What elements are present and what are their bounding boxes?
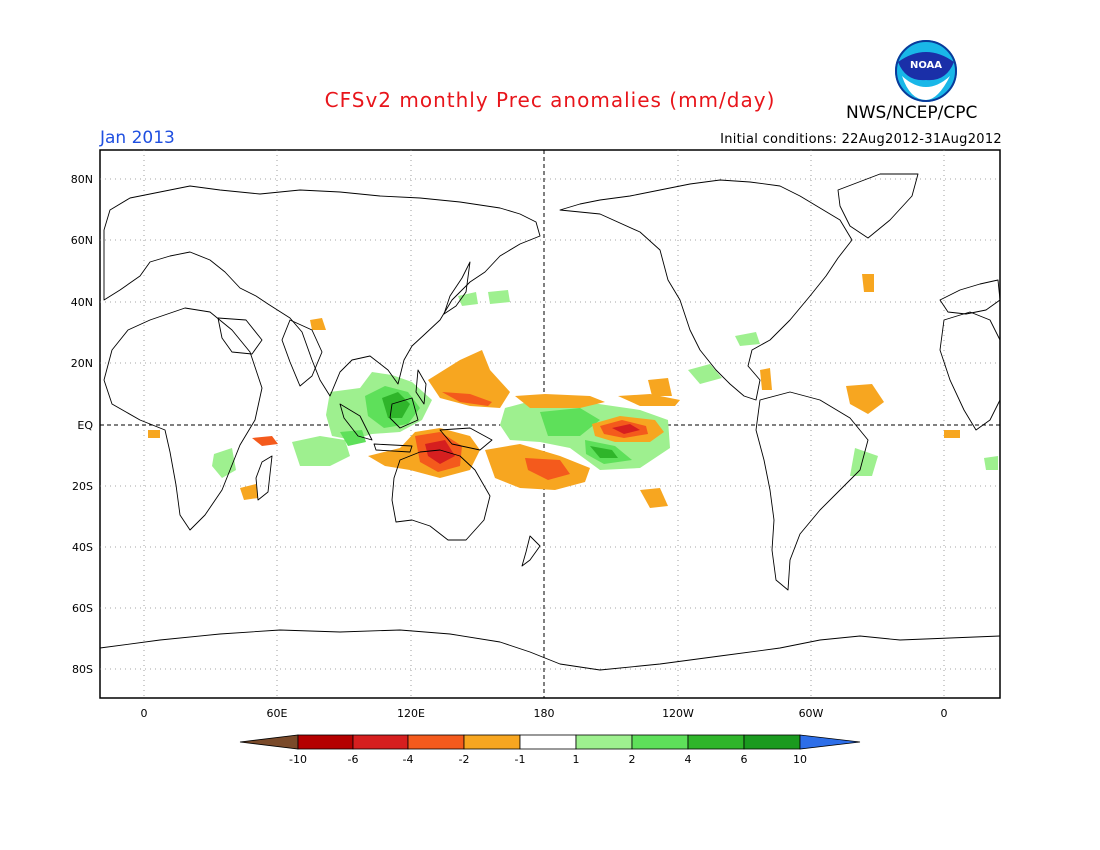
australia-coast [391, 449, 491, 541]
legend-tick-minus6: -6 [348, 753, 359, 766]
legend-tick-4: 4 [685, 753, 692, 766]
initial-conditions: Initial conditions: 22Aug2012-31Aug2012 [720, 132, 1002, 147]
noaa-logo-text: NOAA [910, 60, 942, 71]
europe-wrap-coast [939, 279, 1001, 315]
legend-tick-1: 1 [573, 753, 580, 766]
coastlines [99, 173, 1001, 671]
legend-swatch-gt-10 [799, 734, 861, 750]
legend-swatch-m1-1 [519, 734, 577, 750]
japan-coast [443, 261, 471, 315]
new-guinea-coast [439, 427, 493, 451]
lon-label-60w: 60W [799, 707, 824, 720]
legend-tick-10: 10 [793, 753, 807, 766]
lon-label-180: 180 [534, 707, 555, 720]
legend-tick-minus4: -4 [403, 753, 414, 766]
java-coast [373, 443, 413, 453]
south-america-coast [755, 391, 869, 591]
legend-swatch-1-2 [575, 734, 633, 750]
lon-label-0-right: 0 [941, 707, 948, 720]
lat-label-40n: 40N [71, 296, 93, 309]
lat-label-eq: EQ [77, 419, 93, 432]
lat-label-80n: 80N [71, 173, 93, 186]
lat-label-20n: 20N [71, 357, 93, 370]
forecast-period: Jan 2013 [100, 128, 175, 148]
legend-tick-minus10: -10 [289, 753, 307, 766]
india-coast [281, 319, 323, 387]
lat-label-20s: 20S [72, 480, 93, 493]
legend-tick-minus2: -2 [459, 753, 470, 766]
legend-swatch-m4-m2 [407, 734, 465, 750]
lat-label-60s: 60S [72, 602, 93, 615]
legend-swatch-lt-minus10 [239, 734, 299, 750]
legend-swatch-m6-m4 [352, 734, 409, 750]
anomaly-shading [148, 274, 998, 508]
lat-label-60n: 60N [71, 234, 93, 247]
lon-label-120w: 120W [662, 707, 694, 720]
borneo-coast [389, 397, 419, 429]
lon-label-120e: 120E [397, 707, 425, 720]
noaa-logo: NOAA [895, 40, 957, 102]
legend-swatch-m2-m1 [463, 734, 521, 750]
philippines-coast [415, 369, 427, 405]
eurasia-coast [103, 185, 541, 397]
legend-swatch-m10-m6 [297, 734, 354, 750]
antarctica-coast [99, 629, 1001, 671]
lat-label-80s: 80S [72, 663, 93, 676]
sumatra-coast [339, 403, 373, 441]
north-america-coast [559, 179, 853, 401]
legend-swatch-2-4 [631, 734, 689, 750]
africa-wrap-coast [939, 311, 1001, 431]
lat-label-40s: 40S [72, 541, 93, 554]
lon-label-0-left: 0 [141, 707, 148, 720]
color-legend [239, 734, 861, 750]
legend-swatch-4-6 [687, 734, 745, 750]
legend-tick-6: 6 [741, 753, 748, 766]
lon-label-60e: 60E [267, 707, 288, 720]
africa-coast [103, 307, 263, 531]
greenland-coast [837, 173, 919, 239]
arabia-coast [217, 317, 263, 355]
map-title: CFSv2 monthly Prec anomalies (mm/day) [324, 88, 776, 112]
legend-tick-minus1: -1 [515, 753, 526, 766]
nz-coast [521, 535, 541, 567]
legend-swatch-6-10 [743, 734, 801, 750]
agency-label: NWS/NCEP/CPC [846, 103, 978, 123]
madagascar-coast [255, 455, 273, 501]
legend-tick-2: 2 [629, 753, 636, 766]
